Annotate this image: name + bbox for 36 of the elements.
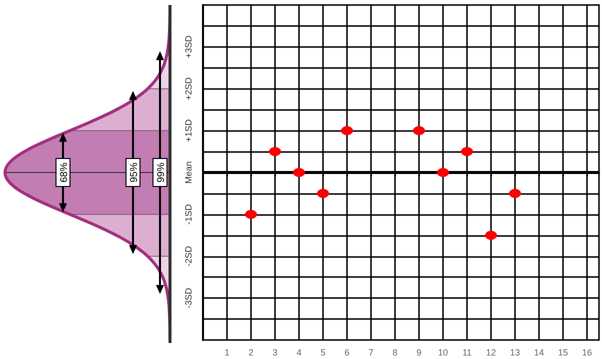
y-tick-label: +1SD <box>184 118 194 142</box>
x-tick-label: 5 <box>320 348 326 358</box>
x-tick-label: 4 <box>296 348 302 358</box>
x-tick-label: 16 <box>582 348 592 358</box>
x-tick-label: 2 <box>248 348 254 358</box>
y-tick-label: -2SD <box>184 246 194 267</box>
point <box>461 147 473 156</box>
x-tick-label: 15 <box>558 348 568 358</box>
point <box>437 168 449 177</box>
point <box>317 188 329 198</box>
text: 99% <box>156 162 167 183</box>
y-tick-label: -3SD <box>184 287 194 308</box>
y-tick-label: +2SD <box>184 76 194 100</box>
point <box>245 210 257 219</box>
point <box>293 168 305 177</box>
x-tick-label: 6 <box>344 348 350 358</box>
x-tick-label: 7 <box>368 348 374 358</box>
point <box>413 126 425 136</box>
x-tick-label: 14 <box>534 348 544 358</box>
x-tick-label: 12 <box>486 348 496 358</box>
x-tick-label: 3 <box>272 348 278 358</box>
x-tick-label: 1 <box>224 348 230 358</box>
y-tick-label: Mean <box>184 161 194 184</box>
point <box>341 126 353 136</box>
text: 68% <box>59 162 70 183</box>
point <box>269 147 281 156</box>
text: 95% <box>129 162 140 183</box>
point <box>485 230 497 240</box>
x-tick-label: 10 <box>438 348 448 358</box>
x-tick-label: 11 <box>462 348 472 358</box>
x-tick-label: 9 <box>416 348 422 358</box>
x-tick-label: 13 <box>510 348 520 358</box>
point <box>509 188 521 198</box>
y-tick-label: +3SD <box>184 34 194 58</box>
y-tick-label: -1SD <box>184 204 194 225</box>
x-tick-label: 8 <box>392 348 398 358</box>
